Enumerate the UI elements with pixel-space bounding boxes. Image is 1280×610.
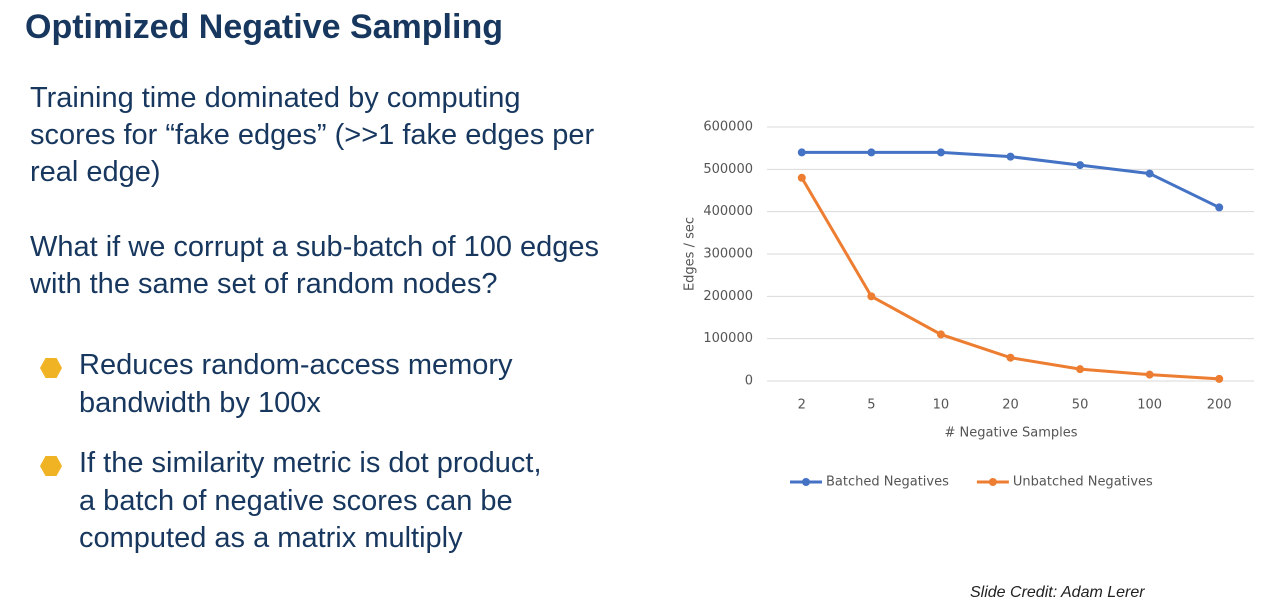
point [1145, 169, 1154, 178]
x-tick-label: 50 [1072, 398, 1089, 413]
paragraph-line: with the same set of random nodes? [30, 268, 498, 300]
legend-label: Unbatched Negatives [1013, 475, 1153, 490]
bullet-line: If the similarity metric is dot product, [79, 447, 542, 479]
legend-marker [988, 478, 997, 486]
slide-title: Optimized Negative Sampling [25, 8, 503, 46]
bullet-line: bandwidth by 100x [79, 386, 321, 419]
series-line [800, 177, 1220, 381]
bullet-line: Reduces random-access memory [79, 349, 513, 381]
point [936, 330, 945, 339]
x-tick-label: 200 [1207, 398, 1232, 413]
point [1006, 353, 1015, 362]
point [867, 148, 876, 157]
y-tick-label: 400000 [703, 204, 753, 219]
y-tick-label: 300000 [703, 247, 753, 262]
bullet-icon [40, 358, 62, 378]
x-tick-label: 5 [867, 398, 875, 413]
point [867, 292, 876, 301]
point [936, 148, 945, 157]
paragraph-line: What if we corrupt a sub-batch of 100 ed… [30, 231, 600, 263]
x-tick-label: 100 [1137, 398, 1162, 413]
point [797, 148, 806, 157]
legend-marker [802, 478, 810, 486]
point [1076, 365, 1085, 374]
paragraph-line: Training time dominated by computing [30, 82, 521, 114]
legend-label: Batched Negatives [826, 475, 949, 490]
x-tick-label: 20 [1002, 398, 1019, 413]
point [797, 173, 806, 182]
x-tick-label: 2 [798, 398, 806, 413]
y-tick-label: 200000 [703, 289, 753, 304]
point [1215, 374, 1224, 383]
point [1215, 203, 1224, 212]
point [1006, 152, 1015, 161]
y-axis-label: Edges / sec [683, 217, 698, 291]
paragraph-line: scores for “fake edges” (>>1 fake edges … [30, 119, 595, 151]
y-tick-label: 500000 [703, 162, 753, 177]
bullet-line: computed as a matrix multiply [79, 522, 463, 554]
x-tick-label: 10 [933, 398, 950, 413]
bullet-line: a batch of negative scores can be [79, 484, 513, 517]
credit: Slide Credit: Adam Lerer [970, 584, 1145, 601]
paragraph-line: real edge) [30, 156, 161, 188]
y-tick-label: 600000 [703, 120, 753, 135]
y-tick-label: 100000 [703, 331, 753, 346]
y-tick-label: 0 [745, 374, 753, 389]
x-axis-label: # Negative Samples [944, 426, 1077, 441]
bullet-icon [40, 456, 62, 476]
point [1076, 161, 1085, 170]
point [1145, 370, 1154, 379]
series-line [801, 150, 1220, 209]
